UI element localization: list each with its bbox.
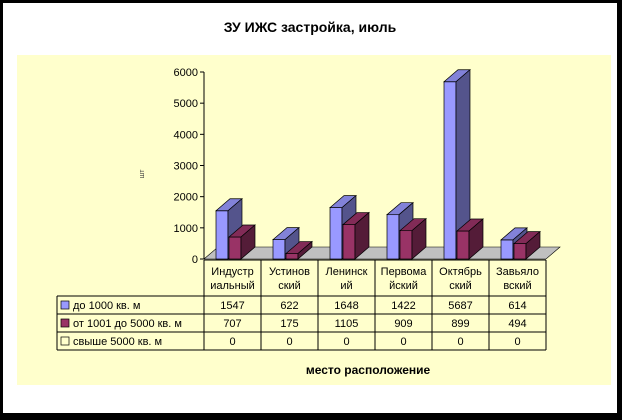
data-value: 175: [280, 318, 298, 330]
bar-front: [399, 230, 413, 260]
data-value: 1422: [391, 300, 415, 312]
data-value: 0: [343, 336, 349, 348]
legend-key: [60, 336, 70, 346]
bar-front: [456, 230, 470, 260]
bar-front: [513, 243, 527, 260]
category-label: Октябрь: [439, 266, 482, 278]
bar-side: [411, 217, 427, 260]
bar-side: [297, 240, 313, 260]
bar-front: [228, 236, 242, 260]
bar-front: [500, 239, 514, 260]
x-axis-label: место расположение: [305, 363, 431, 377]
y-tick-label: 3000: [174, 161, 198, 173]
y-tick-label: 6000: [174, 67, 198, 79]
legend-label: от 1001 до 5000 кв. м: [73, 318, 182, 330]
legend-key: [60, 300, 70, 310]
data-value: 494: [508, 318, 526, 330]
data-value: 5687: [448, 300, 472, 312]
chart-frame: ЗУ ИЖС застройка, июль шт место располож…: [3, 3, 617, 413]
data-value: 614: [508, 300, 526, 312]
data-value: 1648: [334, 300, 358, 312]
category-label: йский: [389, 280, 418, 292]
data-value: 707: [223, 318, 241, 330]
y-tick-label: 1000: [174, 223, 198, 235]
data-value: 899: [451, 318, 469, 330]
category-label: иальный: [210, 280, 255, 292]
data-value: 0: [400, 336, 406, 348]
data-value: 0: [229, 336, 235, 348]
legend-label: свыше 5000 кв. м: [73, 336, 162, 348]
y-tick-label: 5000: [174, 98, 198, 110]
bar-front: [443, 81, 457, 260]
data-value: 0: [457, 336, 463, 348]
legend-key: [60, 318, 70, 328]
category-label: Завьяло: [496, 266, 539, 278]
bar-front: [329, 207, 343, 260]
y-tick-label: 0: [192, 254, 198, 266]
bar-front: [386, 214, 400, 260]
category-label: вский: [503, 280, 531, 292]
bar-side: [468, 218, 484, 260]
bar-side: [354, 211, 370, 260]
bar-front: [342, 224, 356, 260]
data-value: 0: [514, 336, 520, 348]
data-value: 622: [280, 300, 298, 312]
bar-side: [525, 230, 541, 260]
bar-front: [215, 210, 229, 260]
data-value: 909: [394, 318, 412, 330]
y-tick-label: 2000: [174, 192, 198, 204]
bar-side: [240, 224, 256, 260]
category-label: Ленинск: [326, 266, 368, 278]
y-tick-label: 4000: [174, 129, 198, 141]
data-value: 1105: [335, 318, 359, 330]
category-label: ский: [449, 280, 472, 292]
category-label: ий: [340, 280, 352, 292]
category-label: Устинов: [269, 266, 310, 278]
bar-front: [272, 239, 286, 260]
chart-svg: 0 1000 2000 3000 4000 5000 6000 Индустр иальный У…: [56, 67, 561, 351]
data-value: 0: [286, 336, 292, 348]
bar-front: [285, 253, 299, 260]
legend-label: до 1000 кв. м: [73, 300, 140, 312]
plot-area: [17, 55, 611, 385]
category-label: Индустр: [211, 266, 253, 278]
category-label: Первома: [381, 266, 428, 278]
data-value: 1547: [220, 300, 244, 312]
category-label: ский: [278, 280, 301, 292]
chart-title: ЗУ ИЖС застройка, июль: [223, 19, 397, 35]
